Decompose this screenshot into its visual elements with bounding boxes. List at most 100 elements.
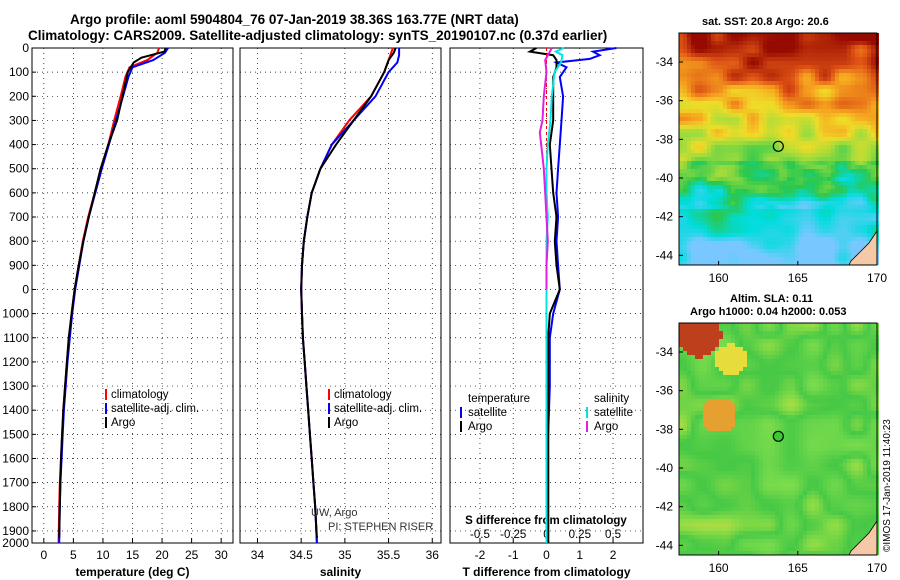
map-cell xyxy=(715,41,719,45)
map-cell xyxy=(843,161,847,165)
map-cell xyxy=(783,221,787,225)
map-cell xyxy=(755,395,759,399)
map-cell xyxy=(695,109,699,113)
map-cell xyxy=(707,455,711,459)
map-cell xyxy=(763,391,767,395)
map-cell xyxy=(847,89,851,93)
map-cell xyxy=(867,387,871,391)
map-cell xyxy=(767,149,771,153)
map-cell xyxy=(871,97,875,101)
map-cell xyxy=(799,351,803,355)
map-cell xyxy=(739,225,743,229)
map-cell xyxy=(843,367,847,371)
map-cell xyxy=(775,253,779,257)
map-cell xyxy=(791,205,795,209)
map-cell xyxy=(755,407,759,411)
map-cell xyxy=(723,101,727,105)
map-cell xyxy=(819,173,823,177)
map-cell xyxy=(719,125,723,129)
map-cell xyxy=(787,45,791,49)
map-cell xyxy=(747,165,751,169)
map-cell xyxy=(747,257,751,261)
map-cell xyxy=(691,253,695,257)
map-cell xyxy=(719,157,723,161)
map-cell xyxy=(859,117,863,121)
map-cell xyxy=(827,157,831,161)
map-cell xyxy=(703,237,707,241)
map-cell xyxy=(711,229,715,233)
map-cell xyxy=(699,117,703,121)
map-cell xyxy=(727,261,731,265)
map-cell xyxy=(763,185,767,189)
map-cell xyxy=(823,217,827,221)
map-cell xyxy=(747,355,751,359)
map-cell xyxy=(815,451,819,455)
map-cell xyxy=(679,165,683,169)
map-cell xyxy=(683,391,687,395)
map-cell xyxy=(819,241,823,245)
map-cell xyxy=(767,133,771,137)
map-cell xyxy=(807,101,811,105)
map-cell xyxy=(799,57,803,61)
map-cell xyxy=(839,407,843,411)
map-cell xyxy=(811,249,815,253)
map-cell xyxy=(807,443,811,447)
map-cell xyxy=(827,149,831,153)
map-cell xyxy=(791,343,795,347)
map-cell xyxy=(791,431,795,435)
map-cell xyxy=(819,57,823,61)
map-cell xyxy=(803,165,807,169)
map-cell xyxy=(755,229,759,233)
map-cell xyxy=(831,323,835,327)
map-cell xyxy=(779,49,783,53)
map-cell xyxy=(699,443,703,447)
map-cell xyxy=(851,395,855,399)
map-cell xyxy=(683,467,687,471)
map-cell xyxy=(779,189,783,193)
map-cell xyxy=(759,221,763,225)
map-cell xyxy=(791,89,795,93)
map-cell xyxy=(815,391,819,395)
map-cell xyxy=(815,355,819,359)
map-cell xyxy=(807,65,811,69)
map-cell xyxy=(751,37,755,41)
map-cell xyxy=(707,351,711,355)
map-cell xyxy=(703,69,707,73)
map-cell xyxy=(779,129,783,133)
map-cell xyxy=(759,145,763,149)
map-cell xyxy=(691,137,695,141)
map-cell xyxy=(771,137,775,141)
map-cell xyxy=(779,177,783,181)
map-cell xyxy=(859,403,863,407)
map-cell xyxy=(771,351,775,355)
map-cell xyxy=(815,117,819,121)
map-cell xyxy=(803,85,807,89)
map-cell xyxy=(691,371,695,375)
map-cell xyxy=(823,69,827,73)
map-cell xyxy=(715,471,719,475)
map-cell xyxy=(803,335,807,339)
map-cell xyxy=(783,161,787,165)
map-cell xyxy=(867,49,871,53)
map-cell xyxy=(787,65,791,69)
map-cell xyxy=(695,455,699,459)
map-cell xyxy=(779,383,783,387)
map-cell xyxy=(695,363,699,367)
map-cell xyxy=(799,363,803,367)
map-cell xyxy=(835,73,839,77)
map-cell xyxy=(719,229,723,233)
map-cell xyxy=(691,245,695,249)
map-cell xyxy=(815,225,819,229)
map-cell xyxy=(855,403,859,407)
map-cell xyxy=(775,463,779,467)
map-cell xyxy=(767,455,771,459)
map-cell xyxy=(715,173,719,177)
map-cell xyxy=(743,109,747,113)
map-cell xyxy=(791,229,795,233)
map-cell xyxy=(803,427,807,431)
map-cell xyxy=(867,205,871,209)
map-cell xyxy=(727,105,731,109)
map-cell xyxy=(707,193,711,197)
map-cell xyxy=(791,53,795,57)
map-cell xyxy=(803,105,807,109)
